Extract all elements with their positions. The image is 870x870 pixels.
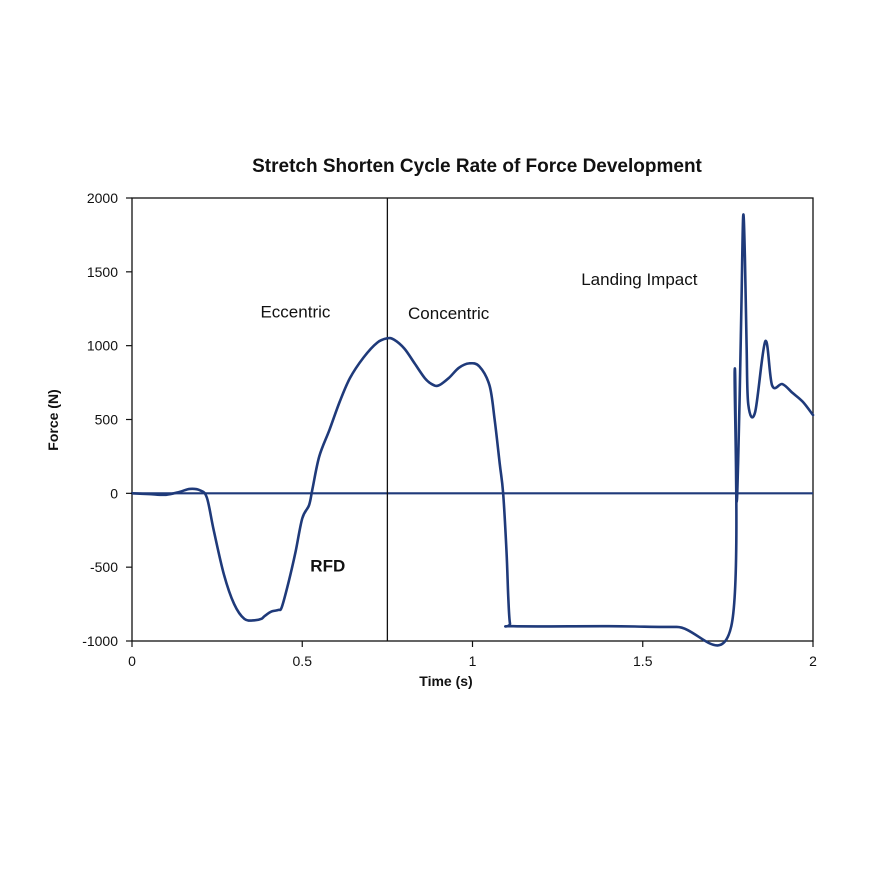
x-tick-label: 1 — [469, 653, 477, 669]
reference-lines — [132, 198, 813, 641]
plot-frame — [131, 197, 814, 642]
x-tick-label: 1.5 — [633, 653, 653, 669]
y-tick-label: -500 — [90, 559, 118, 575]
annotation-label: Eccentric — [260, 303, 330, 322]
y-tick-label: 2000 — [87, 190, 118, 206]
annotation-label: RFD — [310, 557, 345, 576]
force-series-line — [130, 213, 815, 647]
plot-area — [130, 197, 815, 647]
x-tick-label: 0.5 — [293, 653, 313, 669]
y-axis-label: Force (N) — [45, 389, 61, 450]
y-tick-label: -1000 — [82, 633, 118, 649]
chart-title: Stretch Shorten Cycle Rate of Force Deve… — [252, 156, 702, 177]
x-axis-label: Time (s) — [419, 673, 472, 689]
y-tick-label: 500 — [95, 412, 119, 428]
x-axis: 0 0.5 1 1.5 2 — [128, 641, 817, 669]
x-tick-label: 2 — [809, 653, 817, 669]
y-axis: -1000 -500 0 500 1000 1500 2000 — [82, 190, 132, 649]
y-tick-label: 1000 — [87, 338, 118, 354]
annotation-label: Landing Impact — [581, 270, 698, 289]
x-tick-label: 0 — [128, 653, 136, 669]
y-tick-label: 0 — [110, 485, 118, 501]
y-tick-label: 1500 — [87, 264, 118, 280]
annotation-label: Concentric — [408, 304, 490, 323]
annotations: Eccentric Concentric Landing Impact RFD — [260, 270, 697, 575]
